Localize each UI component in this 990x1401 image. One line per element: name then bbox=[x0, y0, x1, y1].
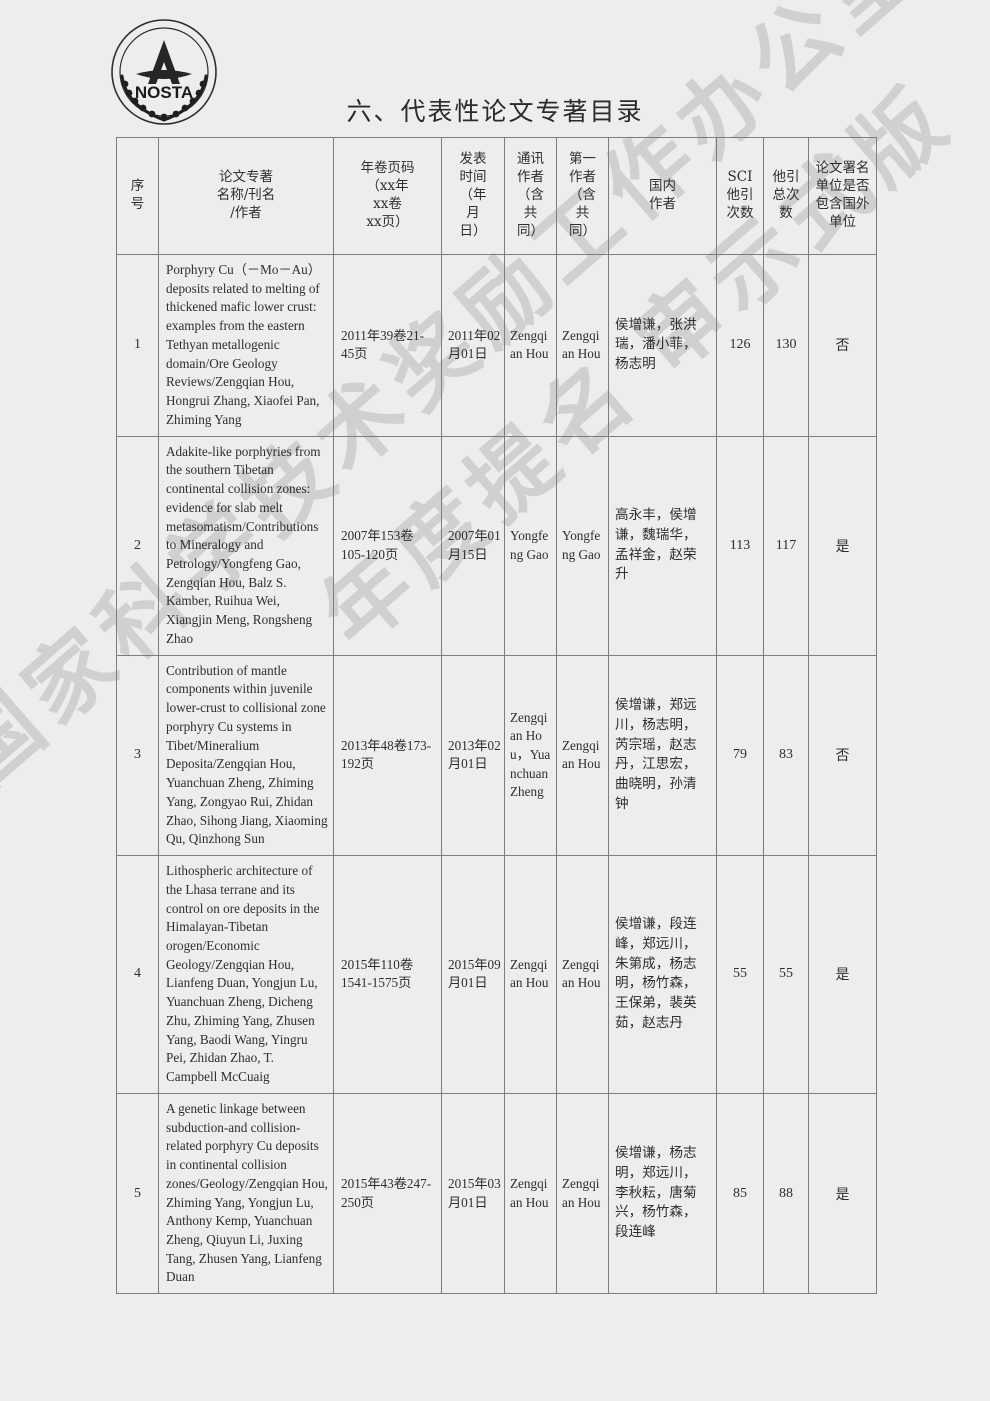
table-header-row: 序号 论文专著 名称/刊名/作者 年卷页码 （xx年 xx卷 xx页） 发表 时间 （年月日… bbox=[116, 137, 877, 255]
table-row: 4 Lithospheric architecture of the Lhasa … bbox=[116, 855, 877, 1094]
cell-volume: 2015年43卷247-250页 bbox=[333, 1092, 442, 1295]
cell-index: 1 bbox=[116, 254, 159, 437]
cell-sci-citations: 79 bbox=[716, 654, 764, 857]
cell-volume: 2011年39卷21-45页 bbox=[333, 254, 442, 437]
cell-pubdate: 2007年01月15日 bbox=[441, 435, 505, 656]
cell-domestic-authors: 高永丰，侯增谦，魏瑞华，孟祥金，赵荣升 bbox=[608, 435, 717, 656]
header-domestic-authors: 国内 作者 bbox=[608, 137, 717, 255]
nosta-logo-icon: NOSTA bbox=[111, 19, 217, 125]
cell-domestic-authors: 侯增谦，张洪瑞，潘小菲，杨志明 bbox=[608, 254, 717, 437]
cell-domestic-authors: 侯增谦，杨志明，郑远川，李秋耘，唐菊兴，杨竹森，段连峰 bbox=[608, 1092, 717, 1295]
cell-domestic-authors: 侯增谦，郑远川，杨志明，芮宗瑶，赵志丹，江思宏，曲晓明，孙清钟 bbox=[608, 654, 717, 857]
cell-total-citations: 88 bbox=[763, 1092, 809, 1295]
cell-foreign-affiliation: 否 bbox=[808, 254, 877, 437]
cell-paper: Adakite-like porphyries from the souther… bbox=[158, 435, 334, 656]
cell-foreign-affiliation: 是 bbox=[808, 435, 877, 656]
header-pubdate: 发表 时间 （年月日） bbox=[441, 137, 505, 255]
table-row: 1 Porphyry Cu（－Mo－Au）deposits related to … bbox=[116, 254, 877, 437]
cell-sci-citations: 55 bbox=[716, 855, 764, 1094]
nosta-logo-wordmark: NOSTA bbox=[135, 83, 193, 102]
table-body: 1 Porphyry Cu（－Mo－Au）deposits related to … bbox=[116, 254, 877, 1295]
cell-pubdate: 2013年02月01日 bbox=[441, 654, 505, 857]
cell-paper: A genetic linkage between subduction-and… bbox=[158, 1092, 334, 1295]
cell-first-author: Zengqian Hou bbox=[556, 254, 609, 437]
header-sci-citations: SCI 他引 次数 bbox=[716, 137, 764, 255]
cell-volume: 2013年48卷173-192页 bbox=[333, 654, 442, 857]
cell-first-author: Yongfeng Gao bbox=[556, 435, 609, 656]
cell-pubdate: 2015年09月01日 bbox=[441, 855, 505, 1094]
cell-corresponding-author: Yongfeng Gao bbox=[504, 435, 557, 656]
cell-sci-citations: 126 bbox=[716, 254, 764, 437]
header-corresponding-author: 通讯 作者 （含共同） bbox=[504, 137, 557, 255]
cell-foreign-affiliation: 否 bbox=[808, 654, 877, 857]
cell-sci-citations: 113 bbox=[716, 435, 764, 656]
cell-volume: 2007年153卷105-120页 bbox=[333, 435, 442, 656]
cell-paper: Porphyry Cu（－Mo－Au）deposits related to m… bbox=[158, 254, 334, 437]
header-volume: 年卷页码 （xx年 xx卷 xx页） bbox=[333, 137, 442, 255]
table-row: 3 Contribution of mantle components withi… bbox=[116, 654, 877, 857]
header-foreign-affiliation: 论文署名 单位是否 包含国外 单位 bbox=[808, 137, 877, 255]
cell-first-author: Zengqian Hou bbox=[556, 1092, 609, 1295]
cell-first-author: Zengqian Hou bbox=[556, 855, 609, 1094]
cell-total-citations: 117 bbox=[763, 435, 809, 656]
cell-paper: Contribution of mantle components within… bbox=[158, 654, 334, 857]
paper-table-container: 序号 论文专著 名称/刊名/作者 年卷页码 （xx年 xx卷 xx页） 发表 时间 （年月日… bbox=[116, 137, 877, 1295]
header-paper: 论文专著 名称/刊名/作者 bbox=[158, 137, 334, 255]
nosta-logo: NOSTA bbox=[110, 18, 218, 126]
header-index: 序号 bbox=[116, 137, 159, 255]
header-total-citations: 他引 总次数 bbox=[763, 137, 809, 255]
cell-index: 3 bbox=[116, 654, 159, 857]
cell-corresponding-author: Zengqian Hou bbox=[504, 855, 557, 1094]
cell-total-citations: 130 bbox=[763, 254, 809, 437]
representative-papers-table: 序号 论文专著 名称/刊名/作者 年卷页码 （xx年 xx卷 xx页） 发表 时间 （年月日… bbox=[116, 137, 877, 1295]
header-first-author: 第一 作者 （含共同） bbox=[556, 137, 609, 255]
cell-foreign-affiliation: 是 bbox=[808, 855, 877, 1094]
table-row: 2 Adakite-like porphyries from the southe… bbox=[116, 435, 877, 656]
cell-index: 5 bbox=[116, 1092, 159, 1295]
cell-corresponding-author: Zengqian Hou bbox=[504, 1092, 557, 1295]
cell-pubdate: 2011年02月01日 bbox=[441, 254, 505, 437]
cell-index: 2 bbox=[116, 435, 159, 656]
cell-foreign-affiliation: 是 bbox=[808, 1092, 877, 1295]
cell-total-citations: 83 bbox=[763, 654, 809, 857]
cell-sci-citations: 85 bbox=[716, 1092, 764, 1295]
cell-index: 4 bbox=[116, 855, 159, 1094]
page-title: 六、代表性论文专著目录 bbox=[346, 97, 644, 126]
cell-total-citations: 55 bbox=[763, 855, 809, 1094]
cell-corresponding-author: Zengqian Hou bbox=[504, 254, 557, 437]
cell-corresponding-author: Zengqian Hou，Yuanchuan Zheng bbox=[504, 654, 557, 857]
cell-domestic-authors: 侯增谦，段连峰，郑远川，朱第成，杨志明，杨竹森，王保弟，裴英茹，赵志丹 bbox=[608, 855, 717, 1094]
cell-first-author: Zengqian Hou bbox=[556, 654, 609, 857]
cell-pubdate: 2015年03月01日 bbox=[441, 1092, 505, 1295]
cell-volume: 2015年110卷1541-1575页 bbox=[333, 855, 442, 1094]
cell-paper: Lithospheric architecture of the Lhasa t… bbox=[158, 855, 334, 1094]
